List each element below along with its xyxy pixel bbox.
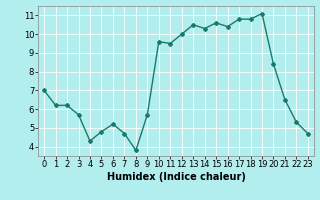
X-axis label: Humidex (Indice chaleur): Humidex (Indice chaleur)	[107, 172, 245, 182]
